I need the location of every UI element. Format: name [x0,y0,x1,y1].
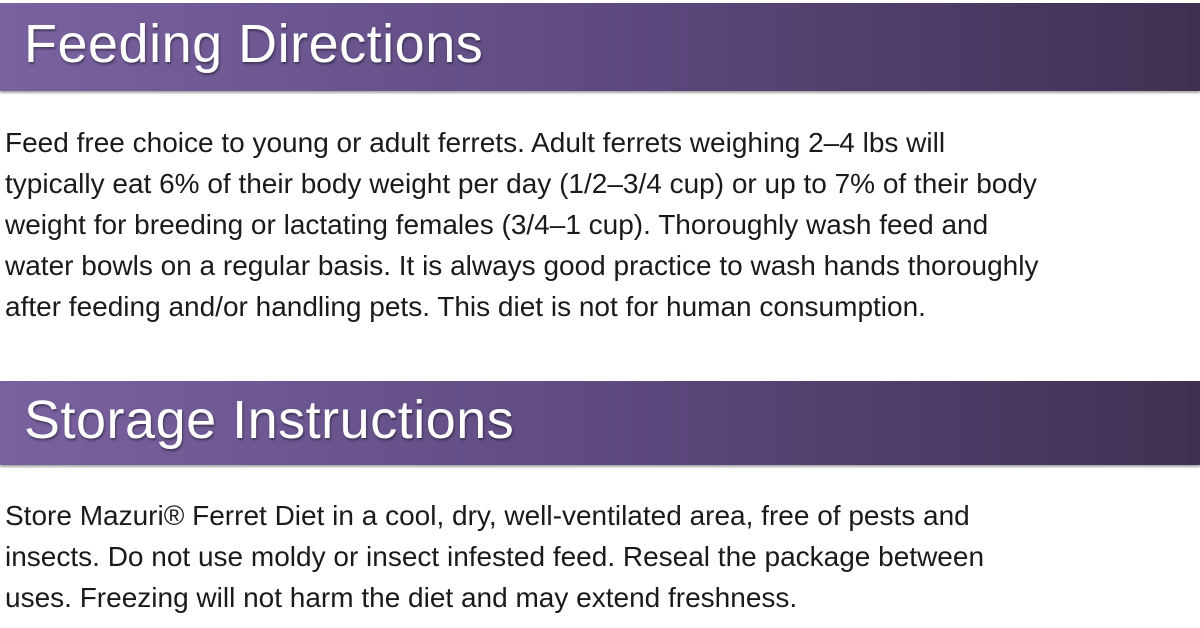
feeding-directions-header: Feeding Directions [0,3,1200,91]
feeding-directions-title: Feeding Directions [24,14,484,74]
text-line: uses. Freezing will not harm the diet an… [5,582,798,613]
text-line: insects. Do not use moldy or insect infe… [5,541,985,572]
text-line: weight for breeding or lactating females… [5,209,989,240]
storage-instructions-header: Storage Instructions [0,381,1200,465]
text-line: Store Mazuri® Ferret Diet in a cool, dry… [5,500,970,531]
text-line: Feed free choice to young or adult ferre… [5,127,946,158]
storage-instructions-title: Storage Instructions [24,390,515,450]
text-line: water bowls on a regular basis. It is al… [5,250,1039,281]
feeding-directions-text: Feed free choice to young or adult ferre… [5,122,1038,327]
text-line: after feeding and/or handling pets. This… [5,291,926,322]
text-line: typically eat 6% of their body weight pe… [5,168,1037,199]
storage-instructions-text: Store Mazuri® Ferret Diet in a cool, dry… [5,495,984,618]
